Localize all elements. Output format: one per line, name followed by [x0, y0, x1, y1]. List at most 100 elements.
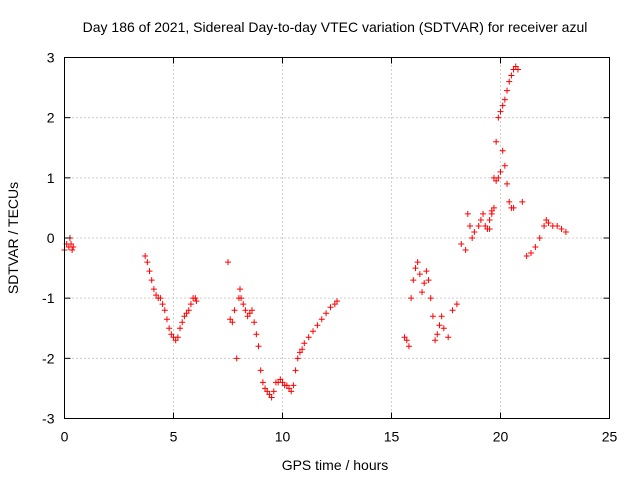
- axis-ticks: 0 5 10 15 20 25 -3 -2 -1 0 1 2 3: [42, 50, 617, 445]
- data-point: [541, 222, 548, 229]
- data-point: [159, 301, 166, 308]
- data-point: [440, 325, 447, 332]
- data-point: [486, 216, 493, 223]
- data-point: [510, 204, 517, 211]
- data-point: [469, 235, 476, 241]
- data-point: [536, 235, 543, 241]
- data-point: [255, 343, 262, 350]
- data-point: [466, 222, 473, 229]
- data-point: [562, 228, 569, 235]
- data-point: [499, 102, 506, 109]
- data-point: [157, 295, 164, 302]
- y-tick-label: 0: [47, 230, 55, 246]
- data-point: [419, 289, 426, 296]
- data-point: [259, 379, 266, 386]
- data-point: [262, 385, 269, 392]
- data-point: [519, 198, 526, 205]
- x-tick-label: 5: [170, 429, 178, 445]
- data-point: [69, 247, 76, 254]
- data-point: [416, 271, 423, 278]
- x-tick-label: 0: [61, 429, 69, 445]
- data-point: [462, 247, 469, 254]
- data-point: [146, 268, 153, 275]
- data-point: [253, 331, 260, 338]
- data-point: [512, 63, 519, 70]
- data-point: [318, 316, 325, 323]
- data-point: [179, 319, 186, 326]
- data-point: [488, 210, 495, 217]
- data-point: [70, 244, 77, 251]
- y-tick-label: 3: [47, 50, 55, 66]
- y-tick-label: -3: [42, 411, 55, 427]
- data-point: [334, 298, 340, 305]
- data-point: [181, 313, 188, 320]
- data-point: [150, 286, 157, 293]
- data-point: [414, 259, 421, 266]
- data-point: [477, 216, 484, 223]
- plot-frame: [64, 57, 610, 419]
- data-point: [153, 292, 160, 299]
- data-point: [436, 322, 443, 329]
- data-point: [401, 334, 408, 341]
- data-point: [286, 385, 293, 392]
- data-point: [506, 198, 513, 205]
- data-point: [504, 87, 511, 94]
- data-point: [506, 78, 513, 85]
- y-tick-label: 1: [47, 170, 55, 186]
- data-point: [490, 204, 497, 211]
- x-tick-label: 10: [275, 429, 291, 445]
- data-point: [177, 325, 184, 332]
- data-point: [238, 295, 245, 302]
- data-point: [292, 367, 299, 374]
- y-tick-label: -2: [42, 350, 55, 366]
- data-point: [283, 382, 290, 389]
- data-point: [257, 367, 264, 374]
- data-point: [438, 313, 445, 320]
- data-point: [193, 298, 200, 305]
- data-point: [514, 66, 521, 73]
- data-point: [310, 328, 317, 335]
- data-point: [236, 286, 243, 293]
- data-point: [251, 319, 258, 326]
- data-point: [244, 313, 251, 320]
- data-point: [464, 210, 471, 217]
- data-point: [558, 225, 565, 232]
- data-point: [323, 310, 330, 317]
- data-point: [403, 337, 410, 344]
- data-point: [475, 222, 482, 229]
- data-point: [142, 253, 149, 260]
- data-point: [499, 147, 506, 154]
- data-point: [299, 346, 306, 353]
- data-point: [421, 280, 428, 287]
- data-point: [410, 277, 417, 284]
- data-point: [161, 307, 168, 314]
- data-point: [497, 108, 504, 115]
- data-point: [408, 295, 415, 302]
- x-tick-label: 25: [602, 429, 618, 445]
- data-point: [493, 177, 500, 184]
- data-point: [427, 295, 434, 302]
- chart-title: Day 186 of 2021, Sidereal Day-to-day VTE…: [83, 19, 588, 35]
- data-point: [425, 277, 432, 284]
- y-tick-label: 2: [47, 110, 55, 126]
- data-point: [229, 319, 236, 326]
- data-point: [248, 307, 255, 314]
- y-tick-label: -1: [42, 290, 55, 306]
- data-point: [497, 168, 504, 175]
- data-point: [501, 96, 508, 103]
- data-point: [294, 355, 301, 362]
- data-point: [493, 138, 500, 145]
- y-axis-label: SDTVAR / TECUs: [5, 182, 21, 294]
- x-axis-label: GPS time / hours: [282, 457, 389, 473]
- data-point: [543, 216, 550, 223]
- data-point: [172, 337, 179, 344]
- data-point: [327, 304, 334, 311]
- data-point: [301, 340, 308, 347]
- data-point: [458, 241, 465, 248]
- data-point: [486, 225, 493, 232]
- data-point: [225, 259, 231, 266]
- data-point: [187, 301, 194, 308]
- x-tick-label: 20: [493, 429, 509, 445]
- data-point: [331, 301, 338, 308]
- data-point: [504, 180, 511, 187]
